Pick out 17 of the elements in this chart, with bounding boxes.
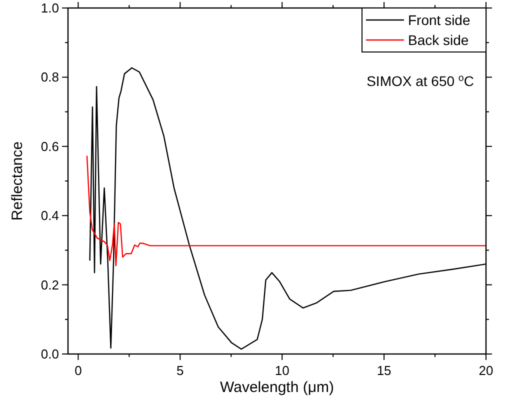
x-tick-label: 10 (274, 363, 290, 378)
y-axis-title: Reflectance (9, 141, 26, 221)
legend-label: Front side (408, 12, 470, 28)
y-tick-label: 0.4 (40, 208, 59, 224)
x-tick-label: 20 (478, 363, 494, 378)
x-tick-label: 15 (376, 363, 392, 378)
y-tick-label: 0.2 (40, 277, 59, 292)
y-tick-label: 1.0 (40, 0, 59, 16)
legend-label: Back side (408, 32, 469, 48)
y-tick-label: 0.0 (40, 346, 59, 362)
line-series (86, 155, 486, 266)
annotation: SIMOX at 650 $^{o}$C (366, 72, 474, 89)
x-tick-label: 0 (74, 363, 82, 378)
x-axis-title: Wavelength (μm) (220, 379, 334, 396)
y-tick-label: 0.6 (40, 138, 59, 154)
y-tick-label: 0.8 (40, 70, 59, 85)
x-tick-label: 5 (176, 363, 184, 378)
